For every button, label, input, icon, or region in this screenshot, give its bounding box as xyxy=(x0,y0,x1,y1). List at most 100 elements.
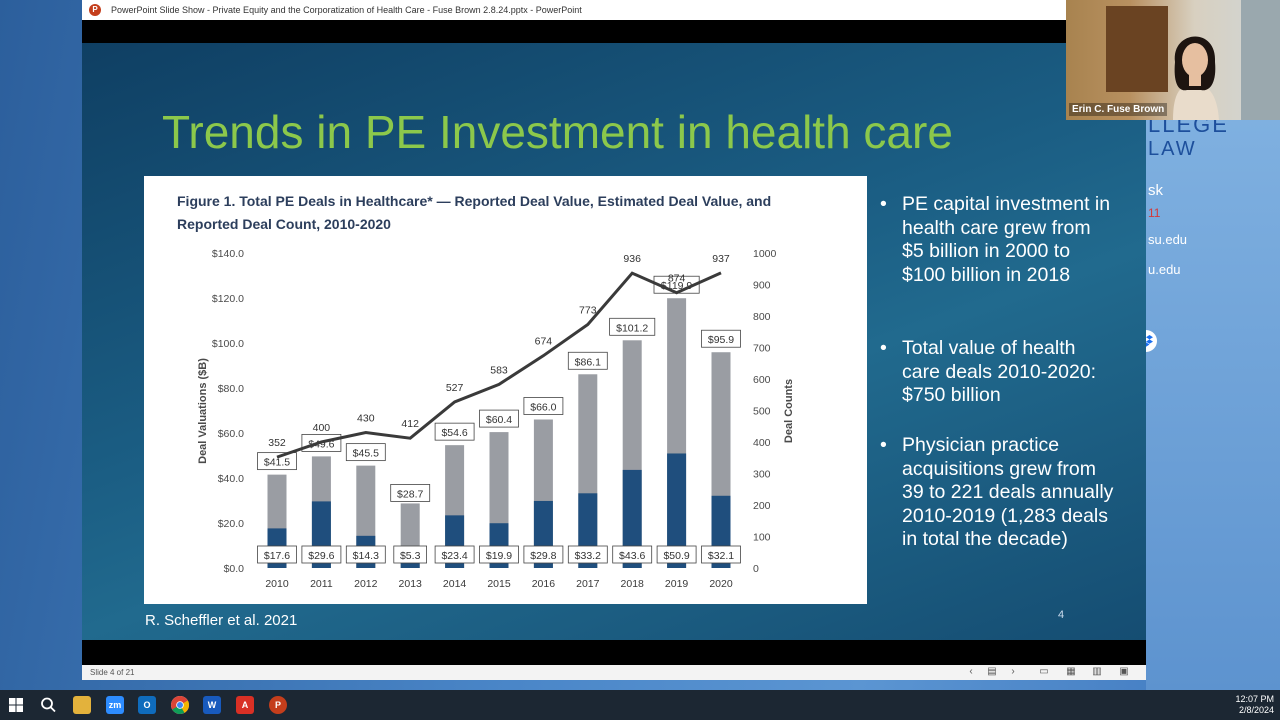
word-icon[interactable]: W xyxy=(203,696,221,714)
bullet-text: Total value of health care deals 2010-20… xyxy=(902,337,1097,406)
slide[interactable]: Trends in PE Investment in health care F… xyxy=(82,43,1146,640)
total-value-label-box xyxy=(434,422,475,441)
total-value-label: $95.9 xyxy=(708,334,734,346)
x-tick-label: 2010 xyxy=(265,578,289,590)
search-icon[interactable] xyxy=(39,696,57,714)
x-tick-label: 2014 xyxy=(443,578,467,590)
y-tick-label: $20.0 xyxy=(218,518,244,530)
next-slide-icon[interactable]: › xyxy=(1011,666,1015,677)
deal-count-label: 412 xyxy=(401,418,419,430)
inner-value-label: $17.6 xyxy=(264,550,290,562)
deal-count-label: 936 xyxy=(623,253,641,265)
deal-count-label: 674 xyxy=(535,336,553,348)
bar-reported-value xyxy=(622,469,642,568)
y2-tick-label: 0 xyxy=(753,563,759,575)
slide-title: Trends in PE Investment in health care xyxy=(162,106,953,158)
inner-value-label: $32.1 xyxy=(708,550,734,562)
clock-time: 12:07 PM xyxy=(1235,694,1274,704)
inner-value-label: $19.9 xyxy=(486,550,512,562)
outlook-icon[interactable]: O xyxy=(138,696,156,714)
x-tick-label: 2020 xyxy=(709,578,733,590)
chrome-icon[interactable] xyxy=(171,696,190,715)
total-value-label: $41.5 xyxy=(264,457,290,469)
window-title: PowerPoint Slide Show - Private Equity a… xyxy=(111,5,582,15)
deal-chart: $0.0 $20.0 $40.0 $60.0 $80.0 $100.0 $120.0 $140… xyxy=(197,248,795,590)
inner-value-label: $5.3 xyxy=(400,550,421,562)
figure-caption: Figure 1. Total PE Deals in Healthcare* … xyxy=(177,193,772,232)
deal-count-label: 430 xyxy=(357,413,375,425)
slide-sorter-icon[interactable]: ▦ xyxy=(1066,666,1076,677)
bookshelf-background xyxy=(1106,6,1168,92)
acrobat-icon[interactable]: A xyxy=(236,696,254,714)
bullet-text: PE capital investment in health care gre… xyxy=(902,193,1111,286)
deal-count-label: 937 xyxy=(712,253,730,265)
powerpoint-window: P PowerPoint Slide Show - Private Equity… xyxy=(82,0,1146,680)
inner-value-label: $50.9 xyxy=(663,550,689,562)
normal-view-icon[interactable]: ▭ xyxy=(1039,666,1049,677)
inner-value-label-box xyxy=(567,545,608,564)
reading-view-icon[interactable]: ▥ xyxy=(1092,666,1102,677)
previous-slide-icon[interactable]: ‹ xyxy=(969,666,973,677)
y-tick-label: $120.0 xyxy=(212,293,244,305)
y2-axis-label: Deal Counts xyxy=(783,379,795,443)
clock-date: 2/8/2024 xyxy=(1238,705,1274,715)
window-background xyxy=(1241,0,1280,120)
inner-value-label-box xyxy=(656,545,697,564)
total-value-label: $45.5 xyxy=(353,448,379,460)
y-tick-label: $80.0 xyxy=(218,383,244,395)
total-value-label-box xyxy=(257,452,297,471)
deal-count-label: 527 xyxy=(446,382,464,394)
system-clock[interactable]: 12:07 PM 2/8/2024 xyxy=(1235,694,1274,716)
y2-tick-label: 1000 xyxy=(753,248,777,260)
inner-value-label-box xyxy=(345,545,386,564)
inner-value-label: $23.4 xyxy=(441,550,467,562)
x-tick-label: 2012 xyxy=(354,578,378,590)
deal-count-label: 352 xyxy=(268,437,286,449)
deal-count-label: 583 xyxy=(490,364,508,376)
deal-count-label: 874 xyxy=(668,273,686,285)
total-value-label-box xyxy=(609,317,656,336)
participant-name-label: Erin C. Fuse Brown xyxy=(1069,103,1168,116)
x-tick-label: 2016 xyxy=(532,578,556,590)
participant-avatar xyxy=(1173,36,1219,120)
total-value-label-box xyxy=(345,443,386,462)
background-law-text: LAW xyxy=(1148,138,1197,160)
total-value-label-box xyxy=(390,484,431,502)
powerpoint-taskbar-icon[interactable]: P xyxy=(269,696,287,714)
total-value-label: $54.6 xyxy=(441,427,467,439)
y2-tick-label: 300 xyxy=(753,469,771,481)
y2-tick-label: 500 xyxy=(753,406,771,418)
y2-tick-label: 800 xyxy=(753,311,771,323)
file-explorer-icon[interactable] xyxy=(73,696,91,714)
total-value-label: $101.2 xyxy=(616,322,648,334)
powerpoint-titlebar[interactable]: P PowerPoint Slide Show - Private Equity… xyxy=(82,0,1146,20)
bullet-dot-icon: • xyxy=(880,193,887,215)
y2-tick-label: 400 xyxy=(753,437,771,449)
x-tick-label: 2013 xyxy=(399,578,423,590)
slide-menu-icon[interactable]: ▤ xyxy=(987,666,997,677)
bar-reported-value xyxy=(667,453,687,568)
background-text-3: su.edu xyxy=(1148,232,1188,247)
deal-count-label: 773 xyxy=(579,305,597,317)
inner-value-label-box xyxy=(301,545,342,564)
deal-count-label: 400 xyxy=(313,422,331,434)
y-tick-label: $0.0 xyxy=(224,563,245,575)
total-value-label-box xyxy=(567,351,608,370)
windows-start-icon[interactable] xyxy=(7,696,25,714)
background-window-strip xyxy=(1146,120,1280,690)
x-tick-label: 2018 xyxy=(621,578,645,590)
powerpoint-app-icon: P xyxy=(89,4,101,16)
figure-panel: Figure 1. Total PE Deals in Healthcare* … xyxy=(144,176,867,604)
citation: R. Scheffler et al. 2021 xyxy=(145,612,298,629)
slideshow-view-icon[interactable]: ▣ xyxy=(1119,666,1129,677)
bullet-text: Physician practice acquisitions grew fro… xyxy=(902,434,1114,550)
y-tick-label: $40.0 xyxy=(218,473,244,485)
inner-value-label-box xyxy=(701,545,741,564)
windows-taskbar: zm O W A P 12:07 PM 2/8/2024 xyxy=(0,690,1280,720)
total-value-label: $28.7 xyxy=(397,488,423,500)
participant-video-tile[interactable]: Erin C. Fuse Brown xyxy=(1066,0,1280,120)
zoom-icon[interactable]: zm xyxy=(106,696,124,714)
inner-value-label-box xyxy=(434,545,475,564)
inner-value-label: $43.6 xyxy=(619,550,645,562)
inner-value-label-box xyxy=(479,545,519,564)
